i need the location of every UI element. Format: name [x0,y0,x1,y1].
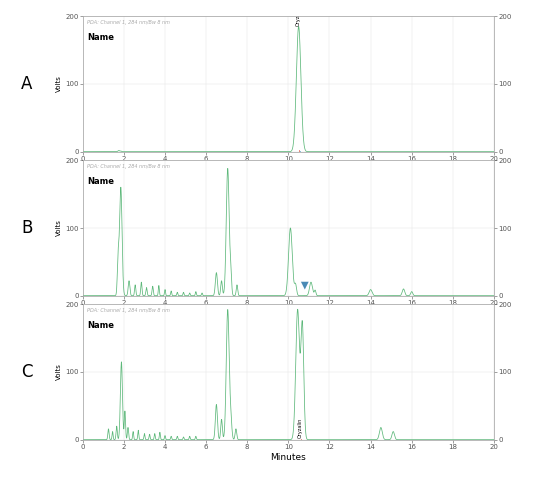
Text: PDA: Channel 1, 284 nm/Bw 8 nm: PDA: Channel 1, 284 nm/Bw 8 nm [87,308,170,313]
Text: A: A [21,75,33,93]
Text: Oryzalin: Oryzalin [298,418,303,438]
Y-axis label: Volts: Volts [56,219,62,237]
Text: C: C [21,363,33,381]
Text: Name: Name [87,33,114,42]
Text: PDA: Channel 1, 284 nm/Bw 8 nm: PDA: Channel 1, 284 nm/Bw 8 nm [87,20,170,25]
Y-axis label: Volts: Volts [56,75,62,93]
Text: B: B [21,219,33,237]
Text: PDA: Channel 1, 284 nm/Bw 8 nm: PDA: Channel 1, 284 nm/Bw 8 nm [87,164,170,169]
Y-axis label: Volts: Volts [56,363,62,381]
Text: Name: Name [87,177,114,186]
Text: Name: Name [87,321,114,330]
Text: Oryzalin: Oryzalin [296,6,301,26]
X-axis label: Minutes: Minutes [271,453,306,462]
